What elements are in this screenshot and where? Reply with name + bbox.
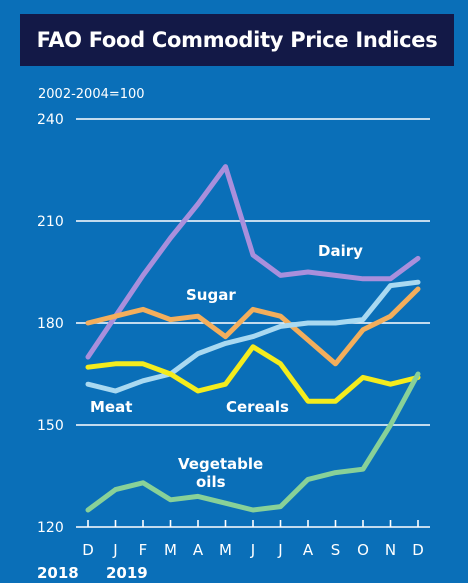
series-line-meat [85, 279, 421, 394]
x-tick-label-9: S [331, 541, 341, 559]
x-tick-label-10: O [357, 541, 369, 559]
title-bar: FAO Food Commodity Price Indices [20, 14, 454, 66]
y-units-label: 2002-2004=100 [38, 87, 145, 102]
y-tick-label-150: 150 [37, 418, 64, 434]
x-tick-label-2: F [139, 541, 148, 559]
x-tick-label-12: D [412, 541, 424, 559]
x-tick-label-3: M [164, 541, 177, 559]
series-line-cereals [85, 344, 421, 404]
y-tick-label-180: 180 [37, 316, 64, 332]
x-tick-label-0: D [82, 541, 94, 559]
y-tick-label-120: 120 [37, 520, 64, 536]
y-tick-label-240: 240 [37, 112, 64, 128]
x-tick-label-1: J [112, 541, 117, 559]
x-tick-label-4: A [193, 541, 204, 559]
year-label-2019: 2019 [106, 564, 148, 582]
chart-title: FAO Food Commodity Price Indices [36, 28, 438, 52]
series-line-vegetable [85, 371, 421, 513]
x-tick-label-6: J [250, 541, 255, 559]
series-label-cereals: Cereals [226, 398, 289, 416]
x-tick-label-7: J [277, 541, 282, 559]
x-tick-label-8: A [303, 541, 314, 559]
series-label-vegetable-1: Vegetable [178, 455, 263, 473]
x-tick-label-11: N [385, 541, 396, 559]
year-label-2018: 2018 [37, 564, 79, 582]
series-label-sugar: Sugar [186, 286, 236, 304]
y-tick-label-210: 210 [37, 214, 64, 230]
series-label-vegetable-2: oils [196, 473, 226, 491]
series-label-meat: Meat [90, 398, 132, 416]
series-line-sugar [85, 286, 421, 367]
series-label-dairy: Dairy [318, 242, 363, 260]
x-tick-label-5: M [219, 541, 232, 559]
series-line-dairy [85, 164, 421, 360]
